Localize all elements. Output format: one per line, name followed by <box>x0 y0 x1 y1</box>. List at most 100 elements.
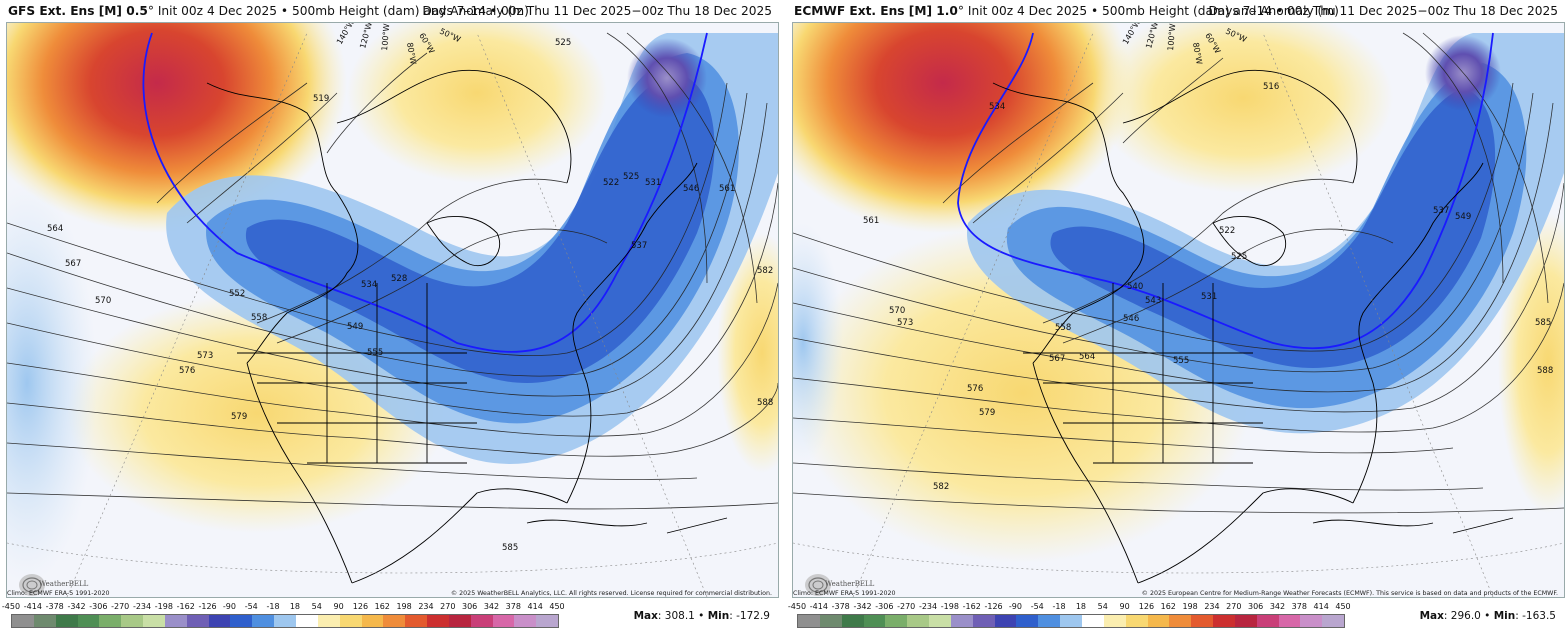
colorbar-tick-label: -342 <box>67 602 86 611</box>
contour-labels: 564 567 570 552 558 573 576 579 549 555 … <box>47 38 773 553</box>
colorbar-tick-label: -126 <box>984 602 1003 611</box>
colorbar-swatch <box>274 615 296 627</box>
colorbar-swatch <box>907 615 930 627</box>
contour-label: 540 <box>1127 282 1143 292</box>
colorbar-swatch <box>383 615 406 627</box>
weatherbell-logo: WeatherBELL <box>17 569 88 597</box>
max-value: 296.0 <box>1450 610 1481 622</box>
colorbar-tick-label: -54 <box>1030 602 1044 611</box>
colorbar-swatch <box>427 615 449 627</box>
gfs-title-bar: GFS Ext. Ens [M] 0.5° Init 00z 4 Dec 202… <box>8 4 772 22</box>
colorbar-swatch <box>339 615 362 627</box>
colorbar-tick-label: 306 <box>1247 602 1264 611</box>
max-label: Max <box>1419 610 1444 622</box>
contour-label: 555 <box>367 348 383 358</box>
anomaly-colorbar: -450 -414 -378 -342 -306 -270 -234 -198 -162 -126… <box>788 602 1351 628</box>
init-text: Init 00z 4 Dec 2025 • 500mb Height (dam)… <box>157 4 529 18</box>
colorbar-swatch <box>361 615 384 627</box>
colorbar-swatch <box>1256 615 1279 627</box>
colorbar-swatch <box>994 615 1017 627</box>
colorbar-tick-label: 378 <box>1291 602 1307 611</box>
contour-label: 555 <box>1173 356 1189 366</box>
colorbar-swatch <box>1125 615 1148 627</box>
colorbar-swatch <box>1169 615 1192 627</box>
colorbar-swatch <box>819 615 842 627</box>
colorbar-tick-label: -234 <box>132 602 152 611</box>
max-min-readout: Max: 308.1 • Min: -172.9 <box>633 610 770 622</box>
model-name: ECMWF Ext. Ens [M] 1.0 <box>794 4 958 18</box>
contour-label: 582 <box>933 482 949 492</box>
contour-label: 552 <box>229 289 245 299</box>
copyright: © 2025 WeatherBELL Analytics, LLC. All r… <box>450 590 772 597</box>
colorbar-tick-label: -18 <box>1052 602 1066 611</box>
ecmwf-map[interactable]: 561 570 573 576 579 582 567 564 558 555 … <box>792 22 1565 598</box>
colorbar-swatch <box>1060 615 1082 627</box>
contour-label: 525 <box>555 38 571 48</box>
ecmwf-map-svg: 561 570 573 576 579 582 567 564 558 555 … <box>793 23 1564 597</box>
colorbar-tick-label: 126 <box>1138 602 1155 611</box>
colorbar-ticks: -450 -414 -378 -342 -306 -270 -234 -198 -162 -126… <box>2 602 565 612</box>
init-text: Init 00z 4 Dec 2025 • 500mb Height (dam)… <box>967 4 1339 18</box>
lon-label: 80°W <box>1191 42 1204 65</box>
colorbar-tick-label: -306 <box>89 602 108 611</box>
contour-label: 522 <box>603 178 619 188</box>
colorbar-swatch <box>1016 615 1039 627</box>
contour-label: 570 <box>889 306 905 316</box>
colorbar-tick-label: -198 <box>940 602 959 611</box>
min-label: Min <box>1493 610 1516 622</box>
colorbar-swatch <box>1213 615 1235 627</box>
contour-label: 582 <box>757 266 773 276</box>
colorbar-swatch <box>12 615 34 627</box>
colorbar-swatch <box>863 615 886 627</box>
degree-sign: ° <box>147 4 154 18</box>
contour-label: 537 <box>631 241 647 251</box>
contour-label: 573 <box>897 318 913 328</box>
colorbar-tick-label: 450 <box>549 602 565 611</box>
min-value: -163.5 <box>1522 610 1556 622</box>
colorbar-tick-label: 414 <box>527 602 543 611</box>
contour-label: 579 <box>979 408 995 418</box>
colorbar-swatch <box>470 615 493 627</box>
contour-label: 585 <box>1535 318 1551 328</box>
colorbar-tick-label: 234 <box>418 602 434 611</box>
contour-label: 558 <box>1055 323 1071 333</box>
ecmwf-title-bar: ECMWF Ext. Ens [M] 1.0° Init 00z 4 Dec 2… <box>794 4 1558 22</box>
gfs-map-svg: 564 567 570 552 558 573 576 579 549 555 … <box>7 23 778 597</box>
gfs-map[interactable]: 564 567 570 552 558 573 576 579 549 555 … <box>6 22 779 598</box>
contour-label: 567 <box>1049 354 1065 364</box>
colorbar-swatch <box>1278 615 1301 627</box>
colorbar-tick-label: 54 <box>311 602 322 611</box>
contour-label: 528 <box>391 274 407 284</box>
colorbar-swatch <box>1191 615 1214 627</box>
ecmwf-title: ECMWF Ext. Ens [M] 1.0° Init 00z 4 Dec 2… <box>794 4 1339 18</box>
colorbar-tick-label: 90 <box>333 602 344 611</box>
contour-label: 537 <box>1433 206 1449 216</box>
contour-label: 522 <box>1219 226 1235 236</box>
contour-label: 561 <box>719 184 735 194</box>
contour-label: 516 <box>1263 82 1279 92</box>
colorbar-tick-label: 18 <box>1075 602 1086 611</box>
colorbar-swatch <box>252 615 275 627</box>
colorbar-swatch <box>841 615 864 627</box>
colorbar-swatch <box>798 615 820 627</box>
colorbar-tick-label: -450 <box>787 602 807 611</box>
colorbar-swatch <box>405 615 428 627</box>
colorbar-swatch <box>536 615 559 627</box>
contour-label: 546 <box>1123 314 1139 324</box>
colorbar-tick-label: -270 <box>897 602 916 611</box>
colorbar-tick-label: -378 <box>45 602 64 611</box>
colorbar-tick-label: 198 <box>396 602 412 611</box>
colorbar-tick-label: 162 <box>1160 602 1176 611</box>
colorbar-tick-label: 342 <box>1269 602 1286 611</box>
colorbar-tick-label: 306 <box>461 602 478 611</box>
colorbar-swatch <box>1103 615 1126 627</box>
ecmwf-panel: ECMWF Ext. Ens [M] 1.0° Init 00z 4 Dec 2… <box>786 0 1566 635</box>
colorbar-tick-label: 378 <box>505 602 521 611</box>
colorbar-swatch <box>77 615 100 627</box>
colorbar-tick-label: 270 <box>1226 602 1242 611</box>
colorbar-ticks: -450 -414 -378 -342 -306 -270 -234 -198 -162 -126… <box>788 602 1351 612</box>
colorbar-swatch <box>208 615 231 627</box>
contour-label: 588 <box>757 398 773 408</box>
contour-label: 549 <box>347 322 363 332</box>
colorbar-tick-label: -126 <box>198 602 217 611</box>
